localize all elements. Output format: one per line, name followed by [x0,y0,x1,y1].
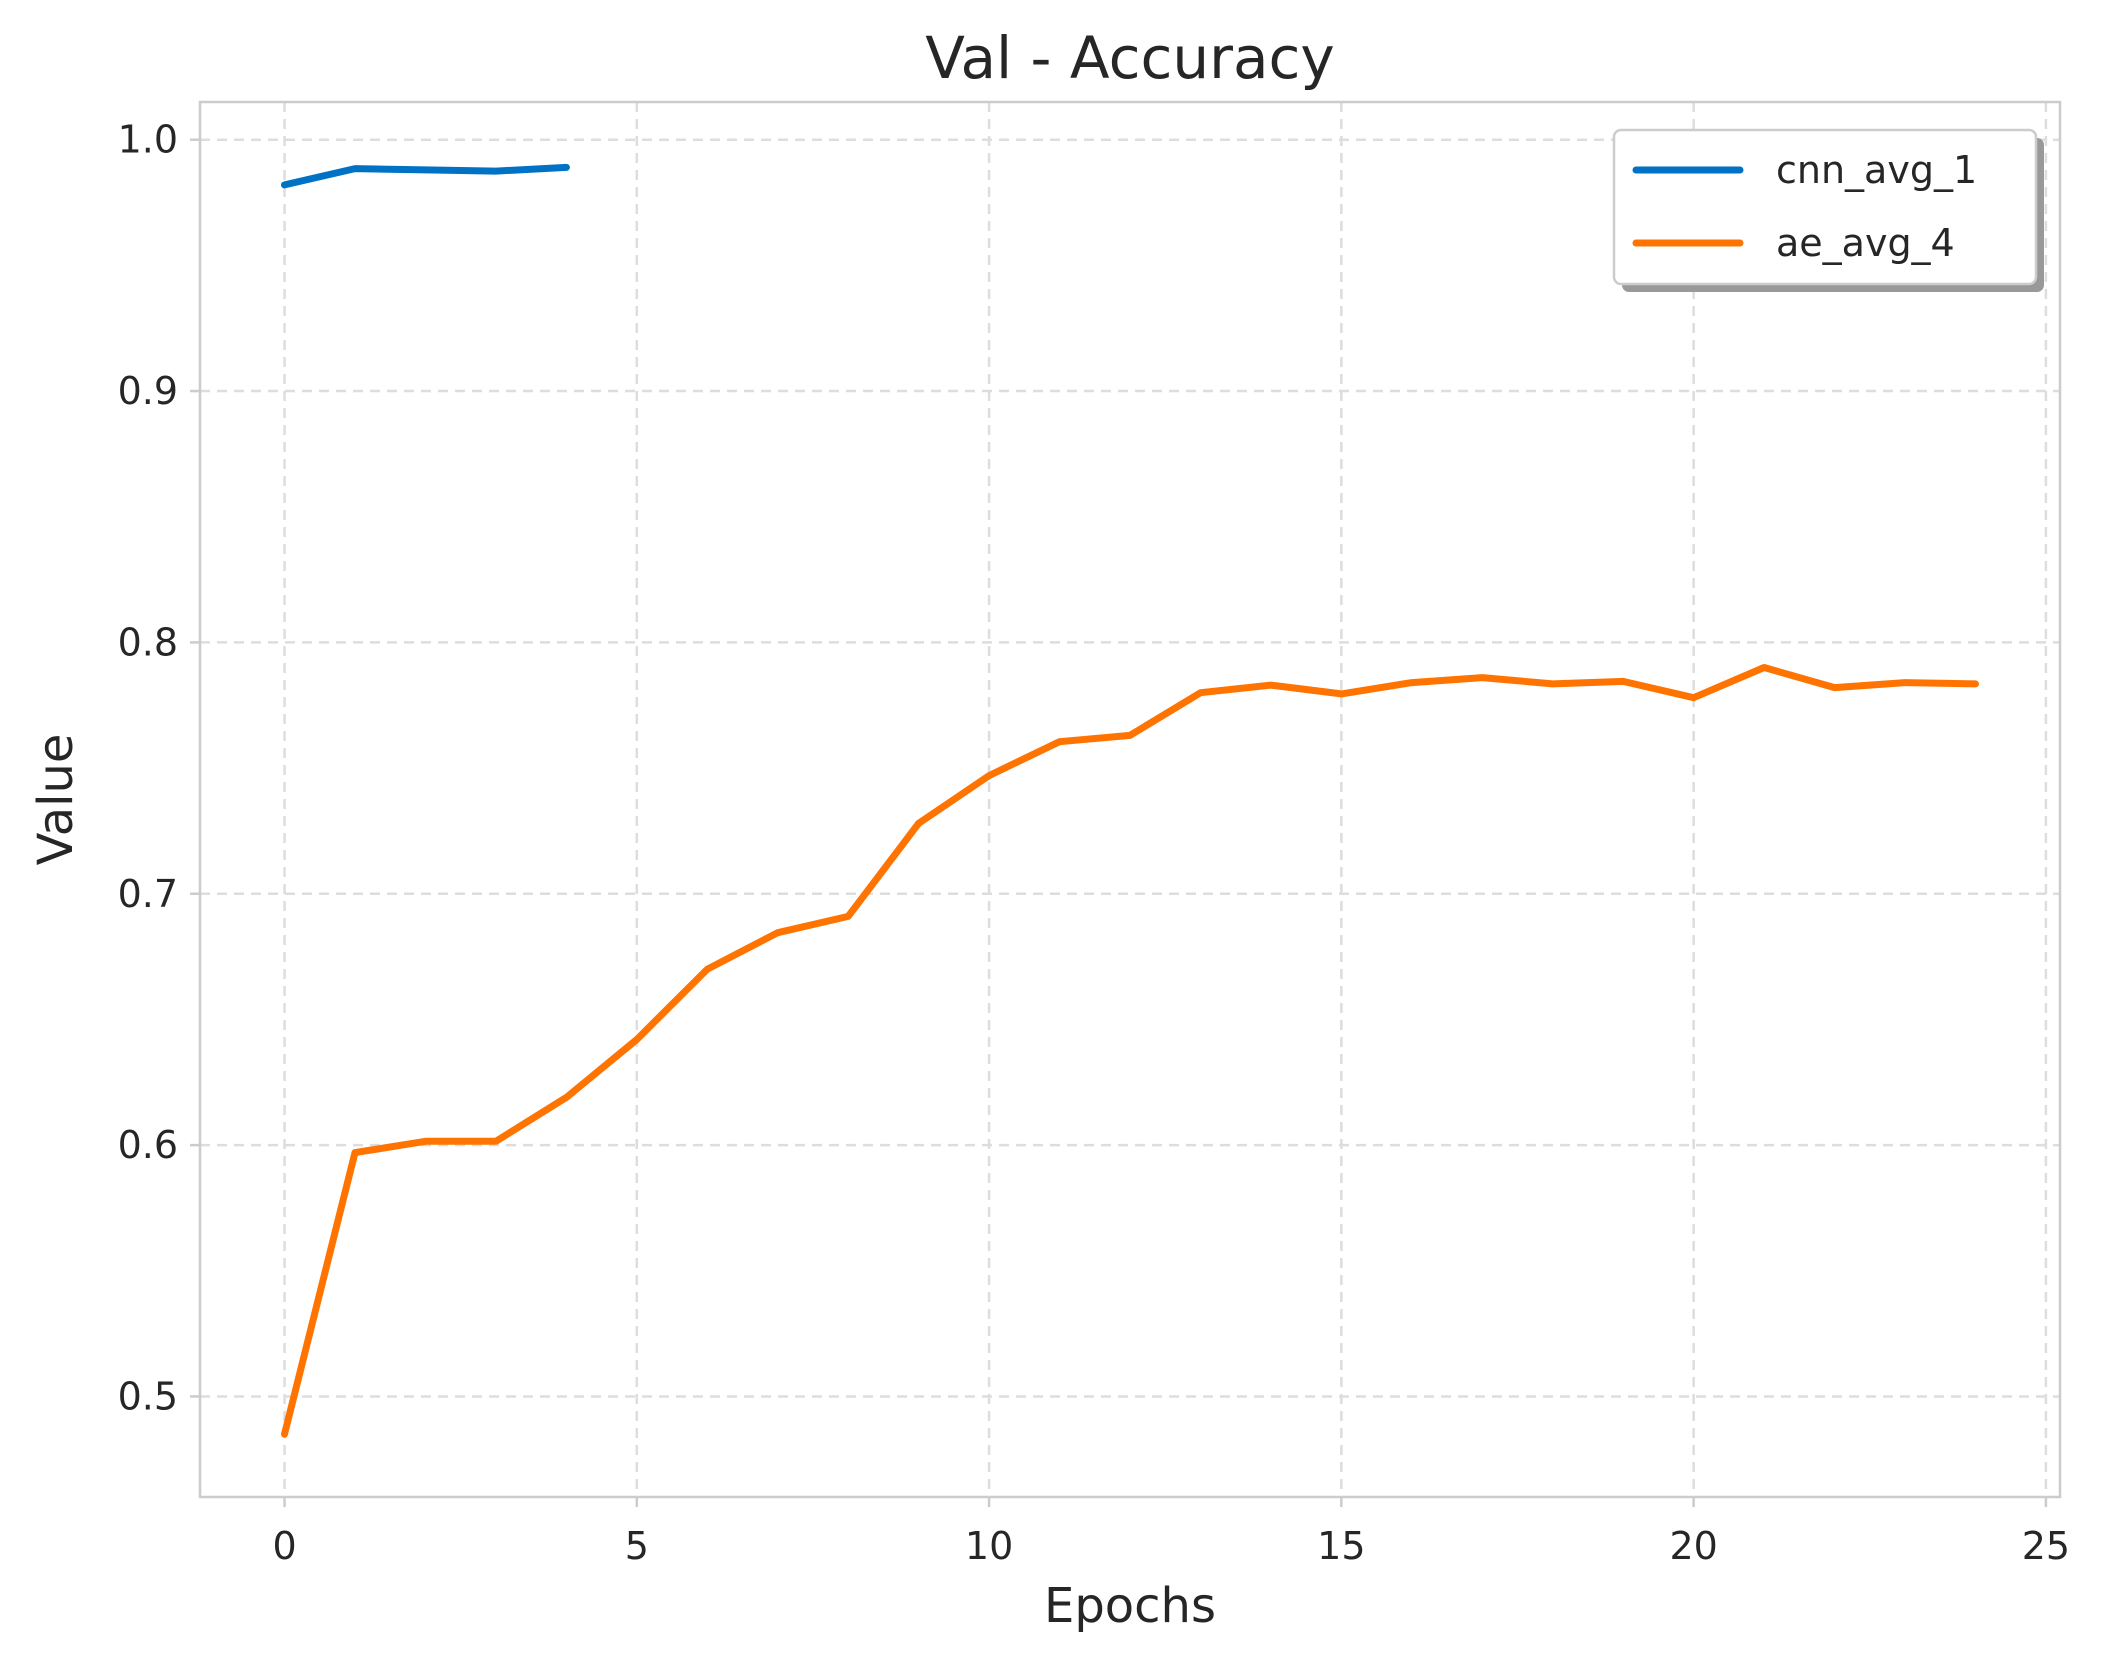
chart-title: Val - Accuracy [925,24,1334,92]
legend-label: cnn_avg_1 [1776,148,1977,192]
y-tick-label: 0.6 [118,1123,178,1167]
legend-label: ae_avg_4 [1776,221,1955,265]
x-axis-label: Epochs [1044,1578,1216,1634]
axis-ticks: 0 5 10 15 20 25 0.5 0.6 0.7 0.8 0.9 1.0 [118,118,2071,1568]
x-tick-label: 15 [1317,1524,1365,1568]
series-line-ae_avg_4 [281,664,1979,1438]
series-line-cnn_avg_1 [281,163,570,189]
legend: cnn_avg_1 ae_avg_4 [1612,128,2044,292]
x-tick-label: 10 [965,1524,1013,1568]
y-tick-label: 0.9 [118,369,178,413]
y-tick-label: 0.7 [118,872,178,916]
x-tick-label: 5 [625,1524,649,1568]
plot-frame [198,100,2062,1499]
x-tick-label: 0 [272,1524,296,1568]
grid [200,102,2060,1497]
x-tick-label: 20 [1669,1524,1717,1568]
y-tick-label: 0.5 [118,1374,178,1418]
x-tick-label: 25 [2022,1524,2070,1568]
y-axis-label: Value [28,734,84,866]
series-lines [281,163,1979,1438]
y-tick-label: 0.8 [118,620,178,664]
y-tick-label: 1.0 [118,118,178,162]
